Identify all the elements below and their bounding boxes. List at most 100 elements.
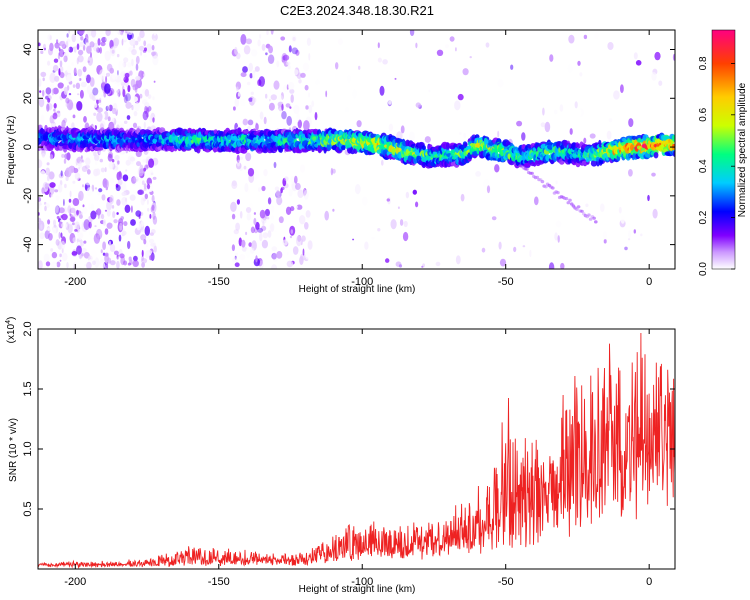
noise-cell <box>90 210 97 220</box>
noise-cell <box>303 189 309 200</box>
noise-cell <box>69 221 72 225</box>
ridge-cell <box>532 147 537 151</box>
noise-cell <box>89 77 95 87</box>
noise-cell <box>79 161 83 169</box>
noise-cell <box>117 179 123 186</box>
noise-cell <box>67 116 72 126</box>
noise-cell <box>149 255 152 261</box>
noise-cell <box>71 251 78 256</box>
noise-cell <box>72 180 76 184</box>
noise-cell <box>83 219 90 231</box>
noise-cell <box>292 191 296 200</box>
svg-text:(x104): (x104) <box>5 317 17 344</box>
noise-cell <box>286 251 289 256</box>
noise-cell <box>274 186 280 191</box>
noise-cell <box>308 92 310 98</box>
noise-cell <box>261 239 268 249</box>
noise-cell <box>130 219 136 226</box>
noise-cell <box>53 108 56 112</box>
noise-cell <box>74 229 78 232</box>
noise-cell <box>138 178 142 184</box>
noise-cell <box>455 255 461 265</box>
noise-cell <box>239 211 243 219</box>
spectrogram-xlabel: Height of straight line (km) <box>299 284 416 295</box>
noise-cell <box>247 167 255 177</box>
noise-cell <box>54 75 60 82</box>
noise-cell <box>244 182 249 193</box>
noise-cell <box>240 34 247 45</box>
chart-title: C2E3.2024.348.18.30.R21 <box>280 3 434 18</box>
noise-cell <box>131 117 134 124</box>
noise-cell <box>436 49 444 56</box>
noise-cell <box>409 30 415 36</box>
noise-cell <box>48 233 53 241</box>
noise-cell <box>109 194 114 205</box>
noise-cell <box>121 230 127 236</box>
noise-cell <box>330 167 334 176</box>
ridge-cell <box>196 145 201 154</box>
noise-cell <box>475 171 481 177</box>
noise-cell <box>113 219 118 224</box>
noise-cell <box>71 122 75 130</box>
spectrogram-xtick-label: -50 <box>498 276 514 288</box>
noise-cell <box>56 216 60 219</box>
noise-cell <box>137 189 145 195</box>
noise-cell <box>116 160 119 167</box>
noise-cell <box>125 93 131 102</box>
noise-cell <box>385 262 389 269</box>
colorbar-tick-label: 0.4 <box>698 159 709 173</box>
noise-cell <box>116 212 119 215</box>
snr-ytick-label: 2.0 <box>22 321 34 336</box>
noise-cell <box>302 62 310 71</box>
noise-cell <box>98 188 103 193</box>
noise-cell <box>412 189 417 195</box>
noise-cell <box>485 42 490 48</box>
noise-cell <box>151 202 157 213</box>
noise-cell <box>90 52 92 58</box>
noise-cell <box>59 253 62 258</box>
noise-cell <box>510 64 514 70</box>
snr-xtick-label: 0 <box>646 576 652 588</box>
ridge-cell <box>50 126 55 133</box>
noise-cell <box>248 62 253 72</box>
noise-cell <box>120 31 124 36</box>
noise-cell <box>253 258 261 267</box>
noise-cell <box>124 204 131 213</box>
noise-cell <box>53 58 59 63</box>
noise-cell <box>257 39 261 47</box>
noise-cell <box>137 167 144 177</box>
ridge-cell <box>341 145 346 151</box>
noise-cell <box>82 66 87 73</box>
noise-cell <box>92 260 96 266</box>
noise-cell <box>82 184 84 188</box>
noise-cell <box>230 201 237 212</box>
noise-cell <box>554 232 558 241</box>
noise-cell <box>83 116 87 123</box>
noise-cell <box>152 117 155 123</box>
noise-cell <box>345 106 349 113</box>
noise-cell <box>583 137 587 144</box>
noise-cell <box>99 47 102 54</box>
noise-cell <box>618 206 622 214</box>
noise-cell <box>78 77 82 81</box>
noise-cell <box>112 165 119 171</box>
noise-cell <box>265 93 268 99</box>
snr-series-line <box>38 332 675 569</box>
noise-cell <box>82 204 85 208</box>
noise-cell <box>91 30 97 38</box>
noise-cell <box>152 215 158 225</box>
noise-cell <box>250 226 255 234</box>
noise-cell <box>234 262 240 268</box>
noise-cell <box>61 153 65 158</box>
noise-cell <box>261 225 267 231</box>
snr-y-axis: 0.5 1.0 1.5 2.0 <box>22 321 675 517</box>
noise-cell <box>270 215 275 220</box>
noise-cell <box>74 221 80 231</box>
branch-cell <box>556 191 560 195</box>
noise-cell <box>64 153 70 160</box>
spectrogram-y-axis: -40 -20 0 20 40 <box>22 43 675 253</box>
noise-cell <box>129 194 136 201</box>
noise-cell <box>105 105 110 111</box>
noise-cell <box>249 202 254 210</box>
